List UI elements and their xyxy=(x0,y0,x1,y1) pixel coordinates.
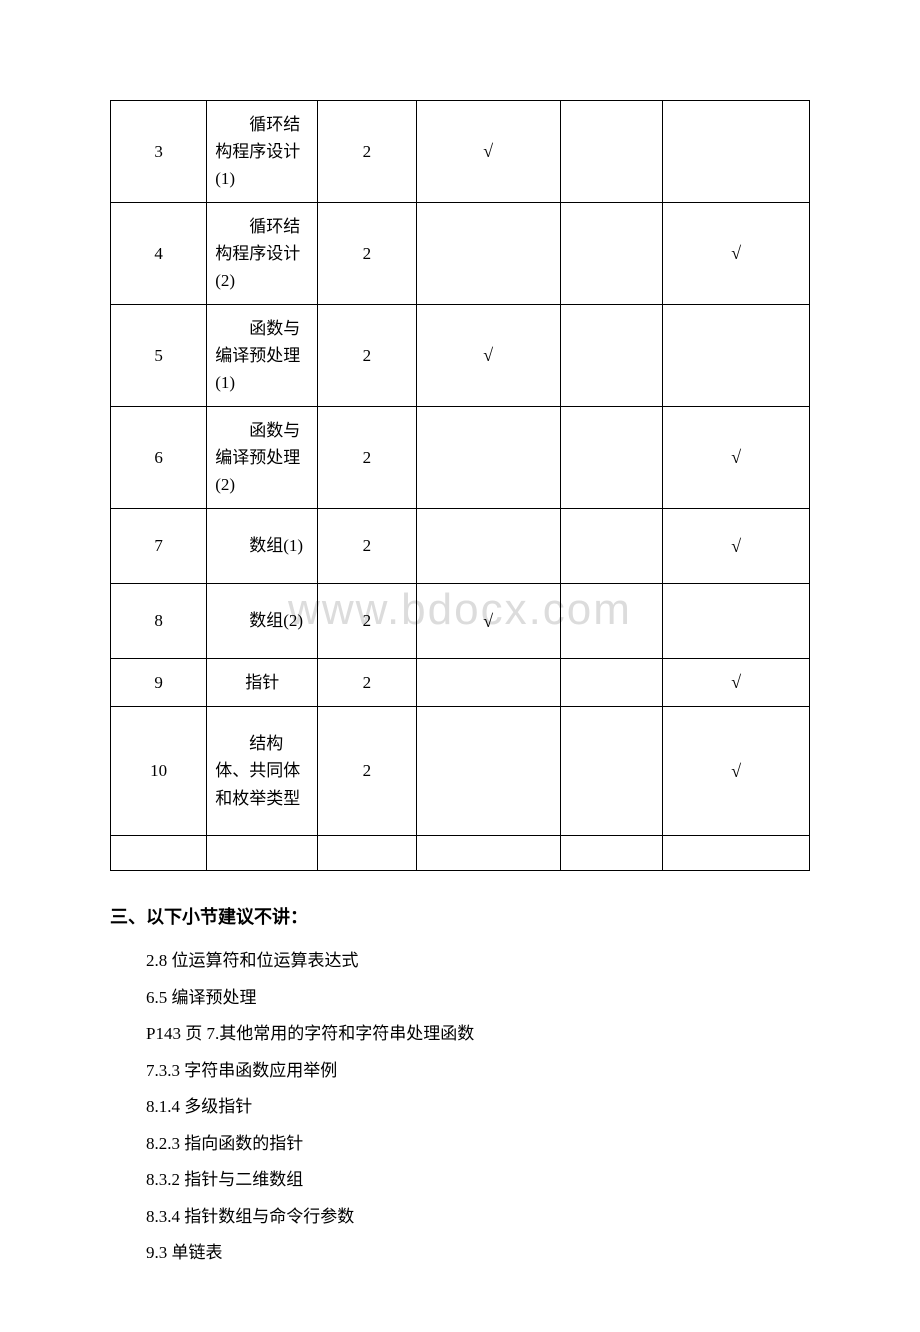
table-row: 7数组(1)2 √ xyxy=(111,509,810,584)
skip-item: 7.3.3 字符串函数应用举例 xyxy=(146,1053,810,1090)
empty-cell xyxy=(318,836,416,871)
row-hours: 2 xyxy=(318,659,416,707)
row-no: 10 xyxy=(111,707,207,836)
row-col5 xyxy=(560,203,663,305)
row-no: 6 xyxy=(111,407,207,509)
row-no: 5 xyxy=(111,305,207,407)
row-col4: √ xyxy=(416,305,560,407)
row-col5 xyxy=(560,659,663,707)
row-topic: 数组(1) xyxy=(207,509,318,584)
row-col6 xyxy=(663,584,810,659)
row-topic: 循环结构程序设计(2) xyxy=(207,203,318,305)
table-row: 8数组(2)2√ xyxy=(111,584,810,659)
row-hours: 2 xyxy=(318,101,416,203)
row-col5 xyxy=(560,407,663,509)
row-col4 xyxy=(416,509,560,584)
schedule-table: 3循环结构程序设计(1)2√4循环结构程序设计(2)2√5函数与编译预处理(1)… xyxy=(110,100,810,871)
row-col5 xyxy=(560,707,663,836)
row-col4 xyxy=(416,203,560,305)
empty-cell xyxy=(663,836,810,871)
row-no: 9 xyxy=(111,659,207,707)
row-col5 xyxy=(560,509,663,584)
skip-item: 2.8 位运算符和位运算表达式 xyxy=(146,943,810,980)
row-col6 xyxy=(663,101,810,203)
row-col4 xyxy=(416,407,560,509)
table-row: 10结构体、共同体和枚举类型2 √ xyxy=(111,707,810,836)
row-col5 xyxy=(560,305,663,407)
row-topic: 指针 xyxy=(207,659,318,707)
skip-item: 8.3.4 指针数组与命令行参数 xyxy=(146,1199,810,1236)
skip-item: 6.5 编译预处理 xyxy=(146,980,810,1017)
table-row-empty xyxy=(111,836,810,871)
table-row: 4循环结构程序设计(2)2 √ xyxy=(111,203,810,305)
row-col6: √ xyxy=(663,659,810,707)
row-hours: 2 xyxy=(318,509,416,584)
row-col6 xyxy=(663,305,810,407)
empty-cell xyxy=(560,836,663,871)
row-no: 7 xyxy=(111,509,207,584)
table-row: 9指针2 √ xyxy=(111,659,810,707)
row-topic: 函数与编译预处理(1) xyxy=(207,305,318,407)
row-no: 8 xyxy=(111,584,207,659)
skip-item: 8.1.4 多级指针 xyxy=(146,1089,810,1126)
skip-item: 8.2.3 指向函数的指针 xyxy=(146,1126,810,1163)
skip-item: P143 页 7.其他常用的字符和字符串处理函数 xyxy=(146,1016,810,1053)
row-topic: 函数与编译预处理(2) xyxy=(207,407,318,509)
row-hours: 2 xyxy=(318,707,416,836)
row-col6: √ xyxy=(663,203,810,305)
row-hours: 2 xyxy=(318,407,416,509)
row-col6: √ xyxy=(663,407,810,509)
empty-cell xyxy=(111,836,207,871)
section-3-heading: 三、以下小节建议不讲： xyxy=(110,903,810,929)
skip-item: 8.3.2 指针与二维数组 xyxy=(146,1162,810,1199)
skip-item: 9.3 单链表 xyxy=(146,1235,810,1272)
row-col5 xyxy=(560,101,663,203)
table-row: 3循环结构程序设计(1)2√ xyxy=(111,101,810,203)
row-no: 3 xyxy=(111,101,207,203)
row-hours: 2 xyxy=(318,305,416,407)
row-col4 xyxy=(416,707,560,836)
row-topic: 循环结构程序设计(1) xyxy=(207,101,318,203)
table-row: 5函数与编译预处理(1)2√ xyxy=(111,305,810,407)
row-col4 xyxy=(416,659,560,707)
row-col6: √ xyxy=(663,707,810,836)
row-col4: √ xyxy=(416,584,560,659)
empty-cell xyxy=(416,836,560,871)
row-hours: 2 xyxy=(318,584,416,659)
row-col4: √ xyxy=(416,101,560,203)
table-row: 6函数与编译预处理(2)2 √ xyxy=(111,407,810,509)
row-topic: 数组(2) xyxy=(207,584,318,659)
row-col5 xyxy=(560,584,663,659)
row-hours: 2 xyxy=(318,203,416,305)
empty-cell xyxy=(207,836,318,871)
skip-list: 2.8 位运算符和位运算表达式6.5 编译预处理P143 页 7.其他常用的字符… xyxy=(110,943,810,1272)
row-no: 4 xyxy=(111,203,207,305)
row-topic: 结构体、共同体和枚举类型 xyxy=(207,707,318,836)
row-col6: √ xyxy=(663,509,810,584)
